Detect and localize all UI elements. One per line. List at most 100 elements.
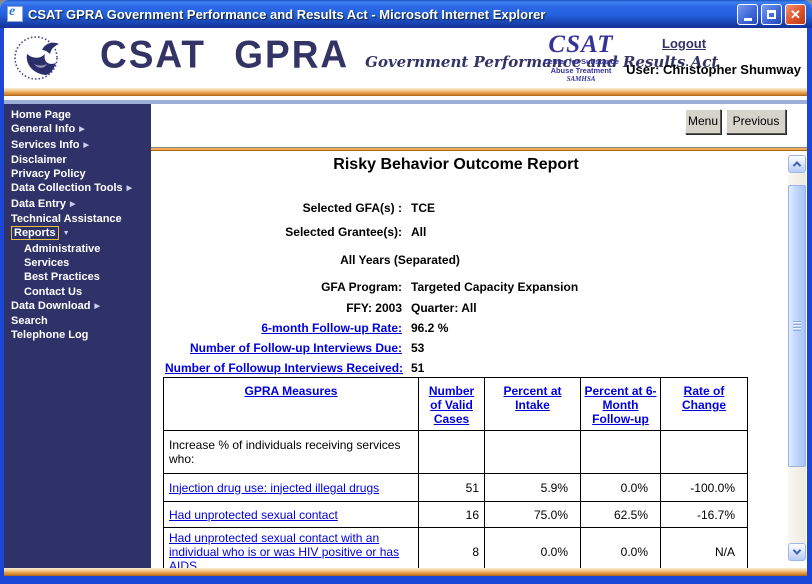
gpra-measures-table: GPRA Measures Number of Valid Cases Percen…	[163, 377, 748, 568]
sidebar-item-administrative[interactable]: Administrative	[4, 242, 151, 256]
param-link[interactable]: 6-month Follow-up Rate:	[261, 320, 402, 335]
sidebar-item-data-collection-tools[interactable]: Data Collection Tools ▶	[4, 181, 151, 196]
brand-logo-text: CSAT GPRA	[100, 32, 350, 76]
app-header: CSAT GPRA Government Performance and Res…	[4, 28, 807, 88]
table-row: Had unprotected sexual contact with an i…	[163, 527, 748, 568]
header-orange-rule	[4, 88, 807, 96]
sidebar-item-services[interactable]: Services	[4, 256, 151, 270]
sidebar-item-label: Home Page	[11, 109, 71, 121]
sidebar-item-label: Data Entry	[11, 197, 67, 210]
csat-samhsa-logo: CSAT Center for Substance Abuse Treatmen…	[538, 32, 624, 84]
report-title: Risky Behavior Outcome Report	[333, 156, 579, 173]
window-border-right	[807, 28, 812, 584]
value-cell: 0.0%	[580, 473, 661, 502]
titlebar[interactable]: e CSAT GPRA Government Performance and R…	[0, 0, 812, 28]
param-value: 51	[411, 361, 425, 375]
minimize-icon	[743, 18, 752, 21]
value-cell: N/A	[660, 527, 748, 568]
param-label: FFY: 2003	[346, 300, 402, 315]
sidebar-item-best-practices[interactable]: Best Practices	[4, 270, 151, 284]
measure-link[interactable]: Had unprotected sexual contact	[169, 507, 338, 522]
value-cell: 0.0%	[484, 527, 581, 568]
param-row: All Years (Separated)	[165, 244, 765, 276]
measure-link[interactable]: Had unprotected sexual contact with an i…	[169, 531, 400, 568]
ie-page-icon: e	[7, 4, 23, 22]
column-header-link[interactable]: Percent at 6-Month Follow-up	[580, 377, 661, 431]
sidebar-item-label: Services	[24, 256, 70, 269]
csat-line1: Center for Substance	[543, 57, 619, 66]
scrollbar-grip-icon	[793, 321, 801, 331]
param-label: All Years (Separated)	[340, 253, 460, 267]
value-cell	[484, 430, 581, 474]
sidebar-item-contact-us[interactable]: Contact Us	[4, 285, 151, 299]
sidebar-item-label: Technical Assistance	[11, 213, 122, 226]
param-link[interactable]: Number of Followup Interviews Received:	[165, 361, 404, 375]
value-cell: 62.5%	[580, 501, 661, 528]
value-cell: -16.7%	[660, 501, 748, 528]
measure-link[interactable]: Injection drug use: injected illegal dru…	[169, 480, 380, 495]
minimize-button[interactable]	[737, 4, 758, 25]
sidebar-item-telephone-log[interactable]: Telephone Log	[4, 328, 151, 342]
sidebar-item-label: Reports	[11, 226, 59, 241]
sidebar-item-label: Privacy Policy	[11, 168, 86, 181]
param-row: FFY: 2003 Quarter: All	[165, 297, 765, 318]
column-header-link[interactable]: GPRA Measures	[163, 377, 419, 431]
sidebar-item-label: Data Download	[11, 299, 91, 312]
sidebar-item-services-info[interactable]: Services Info ▶	[4, 138, 151, 153]
param-row: 6-month Follow-up Rate: 96.2 %	[165, 318, 765, 337]
value-cell: -100.0%	[660, 473, 748, 502]
brand-tagline: Government Performance and Results Act	[365, 53, 719, 71]
logout-link[interactable]: Logout	[662, 36, 707, 51]
submenu-arrow-icon: ▶	[83, 141, 89, 149]
sidebar-item-general-info[interactable]: General Info ▶	[4, 122, 151, 137]
sidebar-item-label: Best Practices	[24, 271, 100, 284]
param-row: Number of Followup Interviews Received: …	[165, 358, 765, 378]
value-cell: 16	[418, 501, 485, 528]
scrollbar-up-button[interactable]	[788, 155, 806, 173]
sidebar-item-reports[interactable]: Reports ▼	[4, 226, 151, 241]
sidebar-item-label: Telephone Log	[11, 329, 89, 342]
close-button[interactable]: ✕	[785, 4, 806, 25]
sidebar-item-privacy-policy[interactable]: Privacy Policy	[4, 167, 151, 181]
previous-button[interactable]: Previous	[726, 109, 786, 134]
samhsa-label: SAMHSA	[566, 75, 596, 83]
column-header-link[interactable]: Number of Valid Cases	[418, 377, 485, 431]
csat-line2: Abuse Treatment	[550, 66, 612, 75]
menu-button[interactable]: Menu	[685, 109, 721, 134]
maximize-button[interactable]	[761, 4, 782, 25]
value-cell	[418, 430, 485, 474]
report-parameters: Selected GFA(s) : TCE Selected Grantee(s…	[165, 196, 765, 378]
content-divider-rule	[151, 147, 807, 151]
scrollbar-thumb[interactable]	[788, 185, 806, 467]
footer-orange-rule	[4, 568, 807, 576]
param-value: All	[411, 225, 427, 239]
sidebar-item-data-entry[interactable]: Data Entry ▶	[4, 197, 151, 212]
header-gap	[4, 96, 807, 100]
param-link[interactable]: Number of Follow-up Interviews Due:	[189, 340, 402, 355]
param-value: 53	[411, 340, 425, 355]
value-cell: 0.0%	[580, 527, 661, 568]
maximize-icon	[767, 10, 776, 19]
user-label: User: Christopher Shumway	[626, 62, 801, 77]
csat-acronym: CSAT	[548, 31, 614, 58]
value-cell: 5.9%	[484, 473, 581, 502]
sidebar-item-label: General Info	[11, 123, 76, 136]
sidebar-item-home-page[interactable]: Home Page	[4, 108, 151, 122]
sidebar-item-data-download[interactable]: Data Download ▶	[4, 299, 151, 314]
column-header-link[interactable]: Percent at Intake	[484, 377, 581, 431]
submenu-arrow-icon: ▶	[126, 185, 133, 193]
submenu-arrow-icon: ▶	[94, 302, 100, 310]
sidebar-item-search[interactable]: Search	[4, 314, 151, 328]
value-cell	[580, 430, 661, 474]
scrollbar-track[interactable]	[788, 173, 806, 543]
param-value: Quarter: All	[411, 300, 477, 315]
scrollbar-down-button[interactable]	[788, 543, 806, 561]
sidebar-item-disclaimer[interactable]: Disclaimer	[4, 153, 151, 167]
chevron-down-icon	[792, 546, 802, 555]
column-header-link[interactable]: Rate of Change	[660, 377, 748, 431]
hhs-eagle-logo	[14, 36, 59, 80]
sidebar-item-label: Data Collection Tools	[11, 182, 123, 195]
window-title: CSAT GPRA Government Performance and Res…	[28, 6, 546, 22]
sidebar-item-technical-assistance[interactable]: Technical Assistance	[4, 212, 151, 226]
